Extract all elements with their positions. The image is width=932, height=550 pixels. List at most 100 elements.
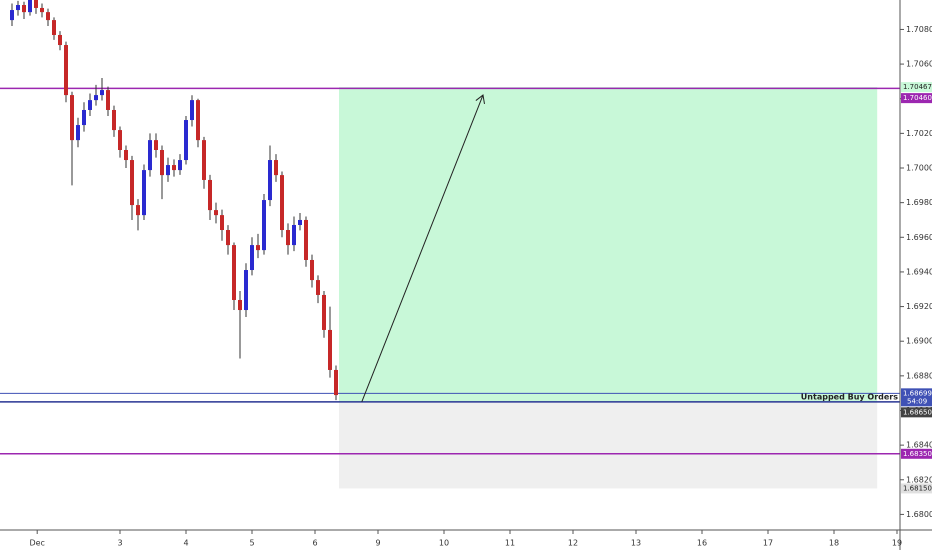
candle-body bbox=[178, 160, 182, 171]
candle-body bbox=[148, 140, 152, 171]
x-tick-label: 17 bbox=[763, 539, 773, 548]
candle-body bbox=[262, 200, 266, 251]
candle-body bbox=[280, 175, 284, 231]
candle-body bbox=[100, 90, 104, 96]
candle-body bbox=[316, 280, 320, 295]
candle-body bbox=[322, 294, 326, 330]
candle-body bbox=[34, 0, 38, 8]
countdown: 54:09 bbox=[907, 397, 927, 405]
candle-body bbox=[244, 270, 248, 311]
candle-body bbox=[202, 140, 206, 180]
y-tick-label: 1.68400 bbox=[906, 441, 932, 450]
y-tick-label: 1.69200 bbox=[906, 302, 932, 311]
candle-body bbox=[106, 90, 110, 110]
x-tick-label: 13 bbox=[631, 539, 641, 548]
annotation: Untapped Buy Orders bbox=[801, 392, 898, 401]
candle-body bbox=[220, 215, 224, 231]
candle-body bbox=[214, 210, 218, 216]
y-tick-label: 1.68000 bbox=[906, 510, 932, 519]
candle-body bbox=[184, 120, 188, 161]
x-tick-label: 5 bbox=[249, 539, 254, 548]
price-tag bbox=[901, 388, 932, 407]
x-tick-label: 19 bbox=[892, 539, 902, 548]
candle-body bbox=[22, 5, 26, 13]
x-tick-label: 4 bbox=[183, 539, 188, 548]
candle-body bbox=[334, 369, 338, 396]
candle-body bbox=[58, 34, 62, 46]
candle-body bbox=[88, 100, 92, 110]
candle-body bbox=[112, 109, 116, 131]
target-zone bbox=[339, 87, 878, 402]
y-tick-label: 1.70000 bbox=[906, 164, 932, 173]
x-tick-label: 18 bbox=[829, 539, 839, 548]
stop-zone bbox=[339, 401, 878, 489]
price-tag-label: 1.68350 bbox=[903, 450, 932, 458]
price-tag bbox=[901, 93, 932, 104]
candle-body bbox=[328, 329, 332, 370]
candle-body bbox=[238, 299, 242, 311]
price-tag-label: 1.68650 bbox=[903, 408, 932, 416]
candle-body bbox=[10, 10, 14, 21]
candle-body bbox=[232, 245, 236, 300]
y-tick-label: 1.69600 bbox=[906, 233, 932, 242]
candle-body bbox=[82, 109, 86, 126]
price-tag bbox=[901, 483, 932, 494]
candle-body bbox=[16, 5, 20, 11]
candle-body bbox=[172, 165, 176, 171]
candle-body bbox=[64, 45, 68, 96]
candle-body bbox=[28, 0, 32, 13]
candle-body bbox=[40, 7, 44, 13]
y-tick-label: 1.69400 bbox=[906, 267, 932, 276]
candle-body bbox=[52, 20, 56, 35]
y-tick-label: 1.70200 bbox=[906, 129, 932, 138]
candle-body bbox=[130, 160, 134, 206]
x-tick-label: 16 bbox=[697, 539, 707, 548]
candle-body bbox=[310, 259, 314, 281]
candle-body bbox=[94, 95, 98, 101]
candle-body bbox=[298, 219, 302, 225]
candle-body bbox=[118, 130, 122, 150]
candle-body bbox=[142, 170, 146, 216]
y-tick-label: 1.70800 bbox=[906, 25, 932, 34]
candle-body bbox=[208, 179, 212, 211]
price-tag-label: 1.68699 bbox=[903, 389, 932, 397]
x-tick-label: 3 bbox=[117, 539, 122, 548]
y-tick-label: 1.70600 bbox=[906, 60, 932, 69]
price-tag bbox=[901, 82, 932, 93]
price-tag bbox=[901, 407, 932, 418]
candle-body bbox=[268, 160, 272, 201]
candle-body bbox=[196, 100, 200, 141]
y-tick-label: 1.69800 bbox=[906, 198, 932, 207]
y-tick-label: 1.68200 bbox=[906, 475, 932, 484]
price-tag-label: 1.70467 bbox=[903, 83, 932, 91]
price-tag-label: 1.70460 bbox=[903, 94, 932, 102]
candle-body bbox=[286, 230, 290, 246]
candle-body bbox=[160, 149, 164, 176]
x-tick-label: 6 bbox=[312, 539, 317, 548]
candle-body bbox=[190, 100, 194, 121]
candle-body bbox=[136, 205, 140, 216]
candle-body bbox=[256, 245, 260, 251]
candle-body bbox=[166, 165, 170, 176]
candle-body bbox=[226, 230, 230, 246]
candle-body bbox=[154, 140, 158, 150]
arrow-head bbox=[475, 94, 485, 105]
x-tick-label: Dec bbox=[29, 539, 44, 548]
candle-body bbox=[250, 245, 254, 271]
x-tick-label: 9 bbox=[375, 539, 380, 548]
x-tick-label: 10 bbox=[439, 539, 449, 548]
price-tag-label: 1.68150 bbox=[903, 484, 932, 492]
candle-body bbox=[292, 224, 296, 246]
x-tick-label: 11 bbox=[505, 539, 515, 548]
y-tick-label: 1.68800 bbox=[906, 371, 932, 380]
x-tick-label: 12 bbox=[568, 539, 578, 548]
candle-body bbox=[46, 12, 50, 21]
candle-body bbox=[76, 125, 80, 141]
candle-body bbox=[124, 149, 128, 161]
candle-body bbox=[70, 95, 74, 141]
price-tag bbox=[901, 448, 932, 459]
candle-body bbox=[274, 160, 278, 176]
y-tick-label: 1.69000 bbox=[906, 337, 932, 346]
